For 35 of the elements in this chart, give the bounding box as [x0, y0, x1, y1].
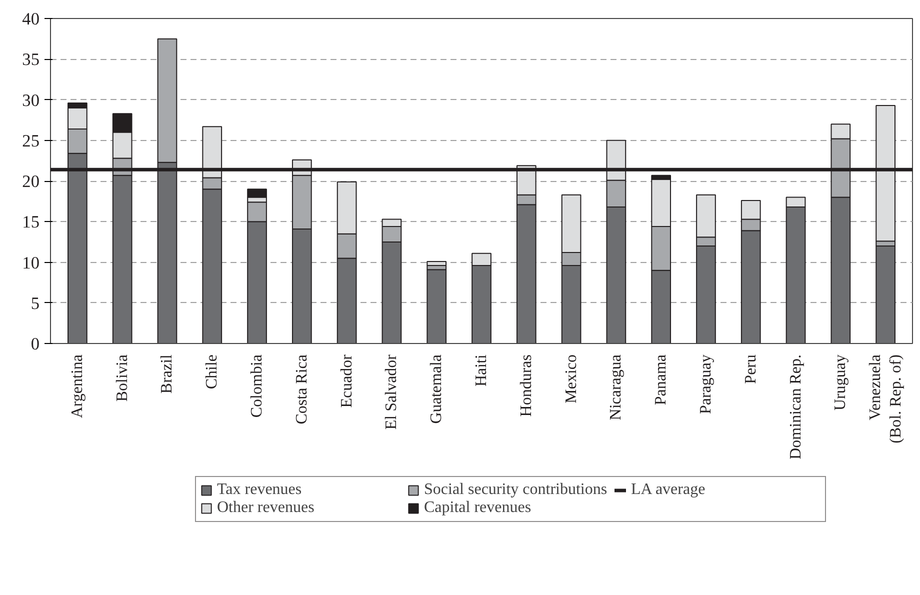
x-tick-label: Paraguay [697, 354, 714, 414]
x-tick-label: Colombia [248, 354, 266, 418]
legend-label: LA average [631, 481, 706, 499]
legend-label: Tax revenues [217, 481, 303, 499]
y-tick-label: 20 [22, 172, 40, 191]
x-tick-label: Costa Rica [293, 354, 310, 424]
x-tick-label: Ecuador [338, 354, 356, 408]
x-tick-label: Haiti [473, 354, 490, 386]
x-tick-label: Peru [742, 354, 760, 384]
x-tick-label: Nicaragua [608, 354, 625, 420]
y-tick-label: 35 [22, 50, 40, 70]
legend-label: Other revenues [217, 499, 316, 517]
y-tick-label: 5 [30, 294, 40, 313]
x-tick-label: Brazil [158, 354, 176, 394]
y-tick-label: 15 [22, 212, 40, 232]
x-tick-label: El Salvador [383, 354, 400, 430]
x-tick-label: Honduras [518, 354, 535, 417]
x-tick-label: Argentina [68, 354, 86, 418]
x-tick-label: Bolivia [114, 354, 131, 402]
legend-label: Social security contributions [424, 481, 608, 499]
x-tick-label: Panama [652, 354, 670, 406]
y-tick-label: 30 [22, 90, 40, 110]
x-tick-label: Guatemala [428, 354, 446, 424]
bar [426, 269, 447, 344]
x-tick-label: Mexico [562, 354, 580, 404]
y-tick-label: 10 [22, 253, 40, 272]
y-tick-label: 25 [22, 131, 40, 150]
bar [426, 260, 447, 266]
x-tick-label: Uruguay [832, 354, 850, 410]
y-tick-label: 40 [22, 10, 40, 28]
x-tick-label: Chile [204, 354, 221, 390]
y-tick-label: 0 [30, 334, 40, 354]
x-tick-label: Dominican Rep. [787, 354, 804, 460]
legend-label: Capital revenues [424, 499, 532, 517]
x-tick-label: Venezuela (Bol. Rep. of) [866, 354, 904, 444]
